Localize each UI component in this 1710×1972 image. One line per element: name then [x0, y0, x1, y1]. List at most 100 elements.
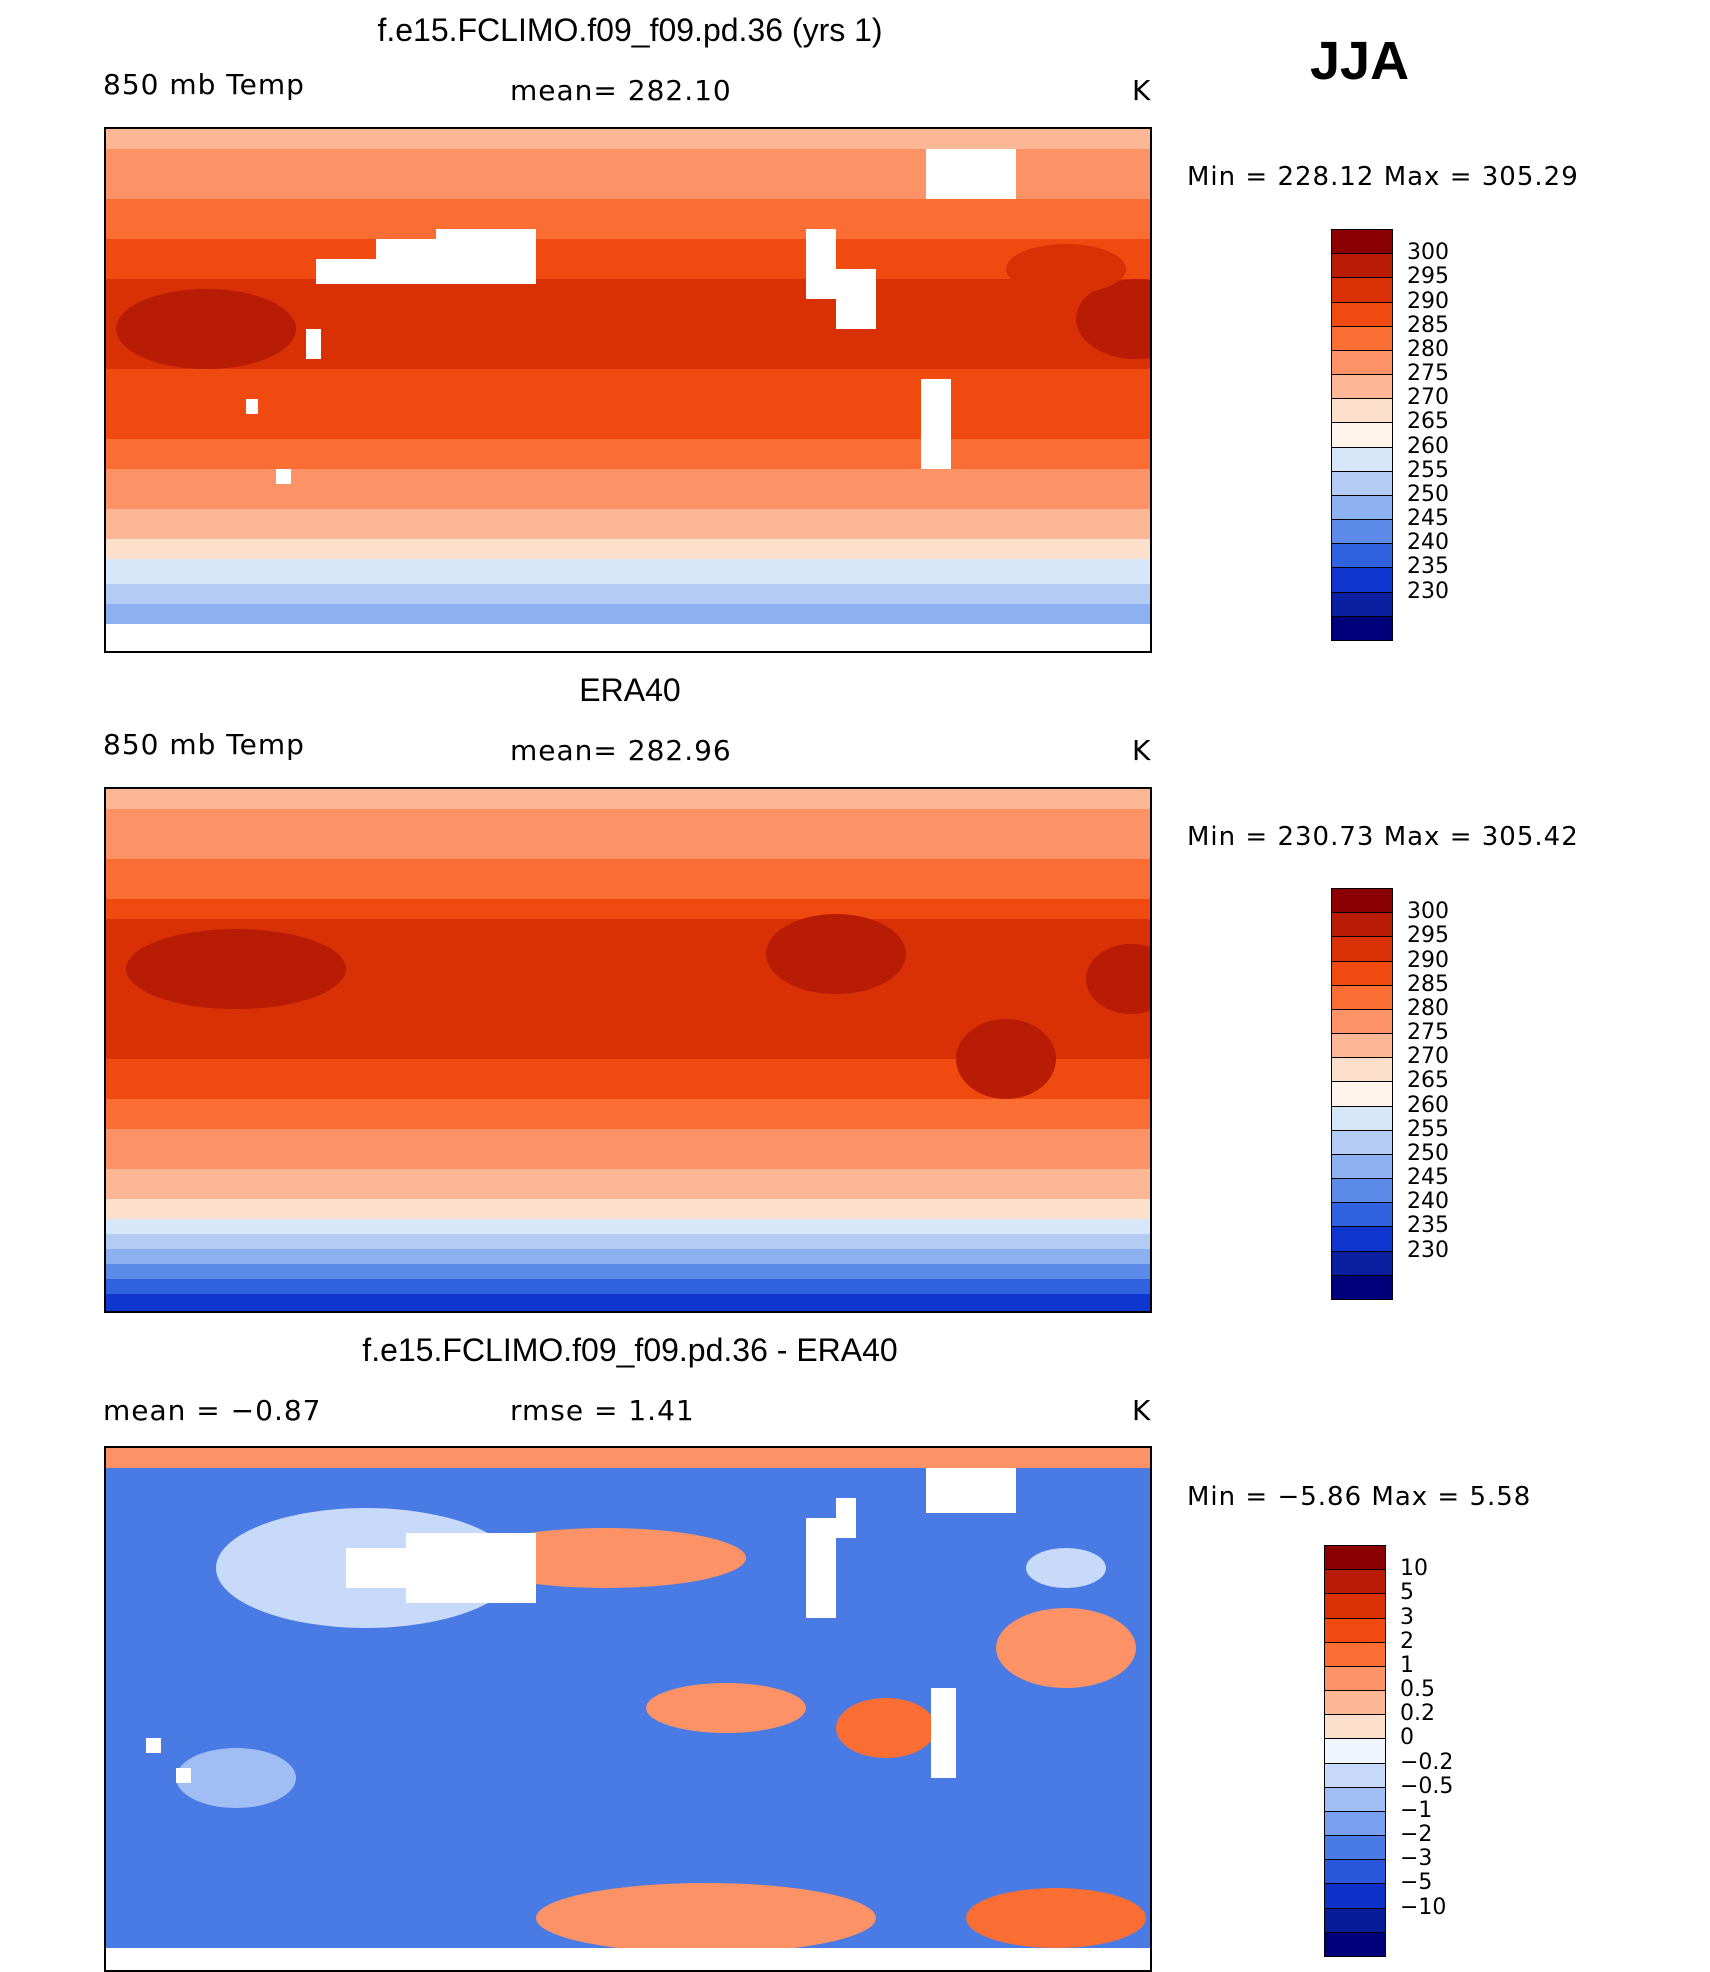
colorbar-swatch — [1331, 1202, 1393, 1228]
colorbar-swatch — [1331, 301, 1393, 327]
colorbar-tick-label: 10 — [1400, 1556, 1428, 1582]
colorbar-tick-label: 0 — [1400, 1725, 1414, 1751]
colorbar-tick-label: −0.2 — [1400, 1749, 1454, 1775]
colorbar-swatch — [1331, 494, 1393, 521]
colorbar-swatch — [1331, 253, 1393, 279]
colorbar-swatch — [1324, 1859, 1386, 1885]
colorbar-swatch — [1331, 984, 1393, 1010]
colorbar-swatch — [1331, 1226, 1393, 1252]
colorbar-tick-label: 300 — [1407, 899, 1449, 925]
colorbar-swatch — [1324, 1738, 1386, 1764]
panel-3-title: f.e15.FCLIMO.f09_f09.pd.36 - ERA40 — [362, 1332, 898, 1368]
colorbar-swatch — [1331, 1129, 1393, 1155]
season-label: JJA — [1310, 31, 1410, 91]
colorbar-swatch — [1324, 1641, 1386, 1667]
colorbar-tick-label: 290 — [1407, 288, 1449, 314]
colorbar-swatch — [1331, 591, 1393, 617]
colorbar-tick-label: 250 — [1407, 1140, 1449, 1166]
panel-2-title: ERA40 — [579, 672, 681, 708]
colorbar-tick-label: 230 — [1407, 1237, 1449, 1263]
colorbar-swatch — [1324, 1714, 1386, 1740]
colorbar-tick-label: 0.5 — [1400, 1677, 1435, 1703]
panel-1-variable-label: 850 mb Temp — [103, 68, 305, 101]
colorbar-tick-label: 2 — [1400, 1628, 1414, 1654]
colorbar-swatch — [1331, 567, 1393, 593]
colorbar-swatch — [1331, 325, 1393, 351]
colorbar-tick-label: 260 — [1407, 1092, 1449, 1118]
colorbar-tick-label: 270 — [1407, 385, 1449, 411]
colorbar-swatch — [1331, 1081, 1393, 1107]
colorbar-tick-label: 270 — [1407, 1044, 1449, 1070]
colorbar-swatch — [1324, 1810, 1386, 1837]
colorbar-swatch — [1331, 1033, 1393, 1059]
colorbar-tick-label: 265 — [1407, 409, 1449, 435]
panel-2-units: K — [1132, 734, 1152, 767]
colorbar-2: 300 295 290 285 280 275 270 265 260 255 250 245 240 2… — [1331, 888, 1449, 1300]
colorbar-swatch — [1331, 446, 1393, 472]
colorbar-tick-label: 275 — [1407, 361, 1449, 387]
colorbar-swatch — [1331, 277, 1393, 303]
colorbar-swatch — [1331, 229, 1393, 255]
colorbar-swatch — [1331, 1274, 1393, 1300]
colorbar-swatch — [1331, 422, 1393, 448]
colorbar-swatch — [1331, 398, 1393, 424]
panel-3-units: K — [1132, 1394, 1152, 1427]
colorbar-tick-label: 255 — [1407, 457, 1449, 483]
colorbar-swatch — [1324, 1665, 1386, 1692]
colorbar-tick-label: 300 — [1407, 240, 1449, 266]
panel-2-field — [106, 789, 1150, 1311]
colorbar-swatch — [1324, 1883, 1386, 1909]
panel-1-minmax: Min = 228.12 Max = 305.29 — [1187, 162, 1579, 192]
colorbar-tick-label: 250 — [1407, 481, 1449, 507]
colorbar-tick-label: 240 — [1407, 530, 1449, 556]
colorbar-tick-label: −3 — [1400, 1846, 1433, 1872]
panel-3-rmse-label: rmse = 1.41 — [510, 1394, 695, 1427]
colorbar-swatch — [1331, 1153, 1393, 1180]
colorbar-tick-label: 260 — [1407, 433, 1449, 459]
colorbar-swatch — [1331, 1178, 1393, 1204]
colorbar-swatch — [1324, 1617, 1386, 1643]
colorbar-tick-label: 3 — [1400, 1604, 1414, 1630]
colorbar-swatch — [1324, 1545, 1386, 1571]
colorbar-tick-label: −10 — [1400, 1894, 1447, 1920]
colorbar-swatch — [1331, 1250, 1393, 1276]
panel-2-minmax: Min = 230.73 Max = 305.42 — [1187, 822, 1579, 852]
colorbar-tick-label: −1 — [1400, 1797, 1433, 1823]
colorbar-swatch — [1324, 1907, 1386, 1933]
colorbar-tick-label: 245 — [1407, 1165, 1449, 1191]
panel-3-minmax: Min = −5.86 Max = 5.58 — [1187, 1482, 1532, 1512]
panel-2-mean-label: mean= 282.96 — [510, 734, 732, 767]
colorbar-tick-label: 1 — [1400, 1652, 1414, 1678]
colorbar-tick-label: 290 — [1407, 947, 1449, 973]
colorbar-tick-label: 255 — [1407, 1116, 1449, 1142]
colorbar-swatch — [1331, 1057, 1393, 1083]
colorbar-swatch — [1331, 349, 1393, 376]
colorbar-tick-label: 235 — [1407, 1213, 1449, 1239]
colorbar-tick-label: 0.2 — [1400, 1701, 1435, 1727]
colorbar-tick-label: 235 — [1407, 554, 1449, 580]
colorbar-1: 300 295 290 285 280 275 270 265 260 255 250 245 240 2… — [1331, 229, 1449, 641]
colorbar-swatch — [1324, 1593, 1386, 1619]
colorbar-swatch — [1331, 912, 1393, 938]
panel-3-mean-label: mean = −0.87 — [103, 1394, 322, 1427]
colorbar-3: 10 5 3 2 1 0.5 0.2 0 −0.2 −0.5 −1 −2 −3 −5 −10 — [1324, 1545, 1453, 1957]
colorbar-tick-label: 5 — [1400, 1580, 1414, 1606]
colorbar-swatch — [1331, 888, 1393, 914]
colorbar-tick-label: −5 — [1400, 1870, 1433, 1896]
colorbar-tick-label: −0.5 — [1400, 1773, 1454, 1799]
colorbar-swatch — [1331, 543, 1393, 569]
panel-1-field — [106, 129, 1150, 651]
colorbar-swatch — [1331, 936, 1393, 962]
colorbar-tick-label: 280 — [1407, 995, 1449, 1021]
colorbar-swatch — [1331, 1008, 1393, 1035]
colorbar-tick-label: 245 — [1407, 506, 1449, 532]
panel-1-mean-label: mean= 282.10 — [510, 74, 732, 107]
colorbar-swatch — [1331, 1105, 1393, 1131]
panel-2-variable-label: 850 mb Temp — [103, 728, 305, 761]
colorbar-swatch — [1331, 960, 1393, 986]
panel-1-units: K — [1132, 74, 1152, 107]
colorbar-tick-label: 240 — [1407, 1189, 1449, 1215]
colorbar-swatch — [1324, 1690, 1386, 1716]
colorbar-swatch — [1324, 1931, 1386, 1957]
colorbar-tick-label: 295 — [1407, 264, 1449, 290]
